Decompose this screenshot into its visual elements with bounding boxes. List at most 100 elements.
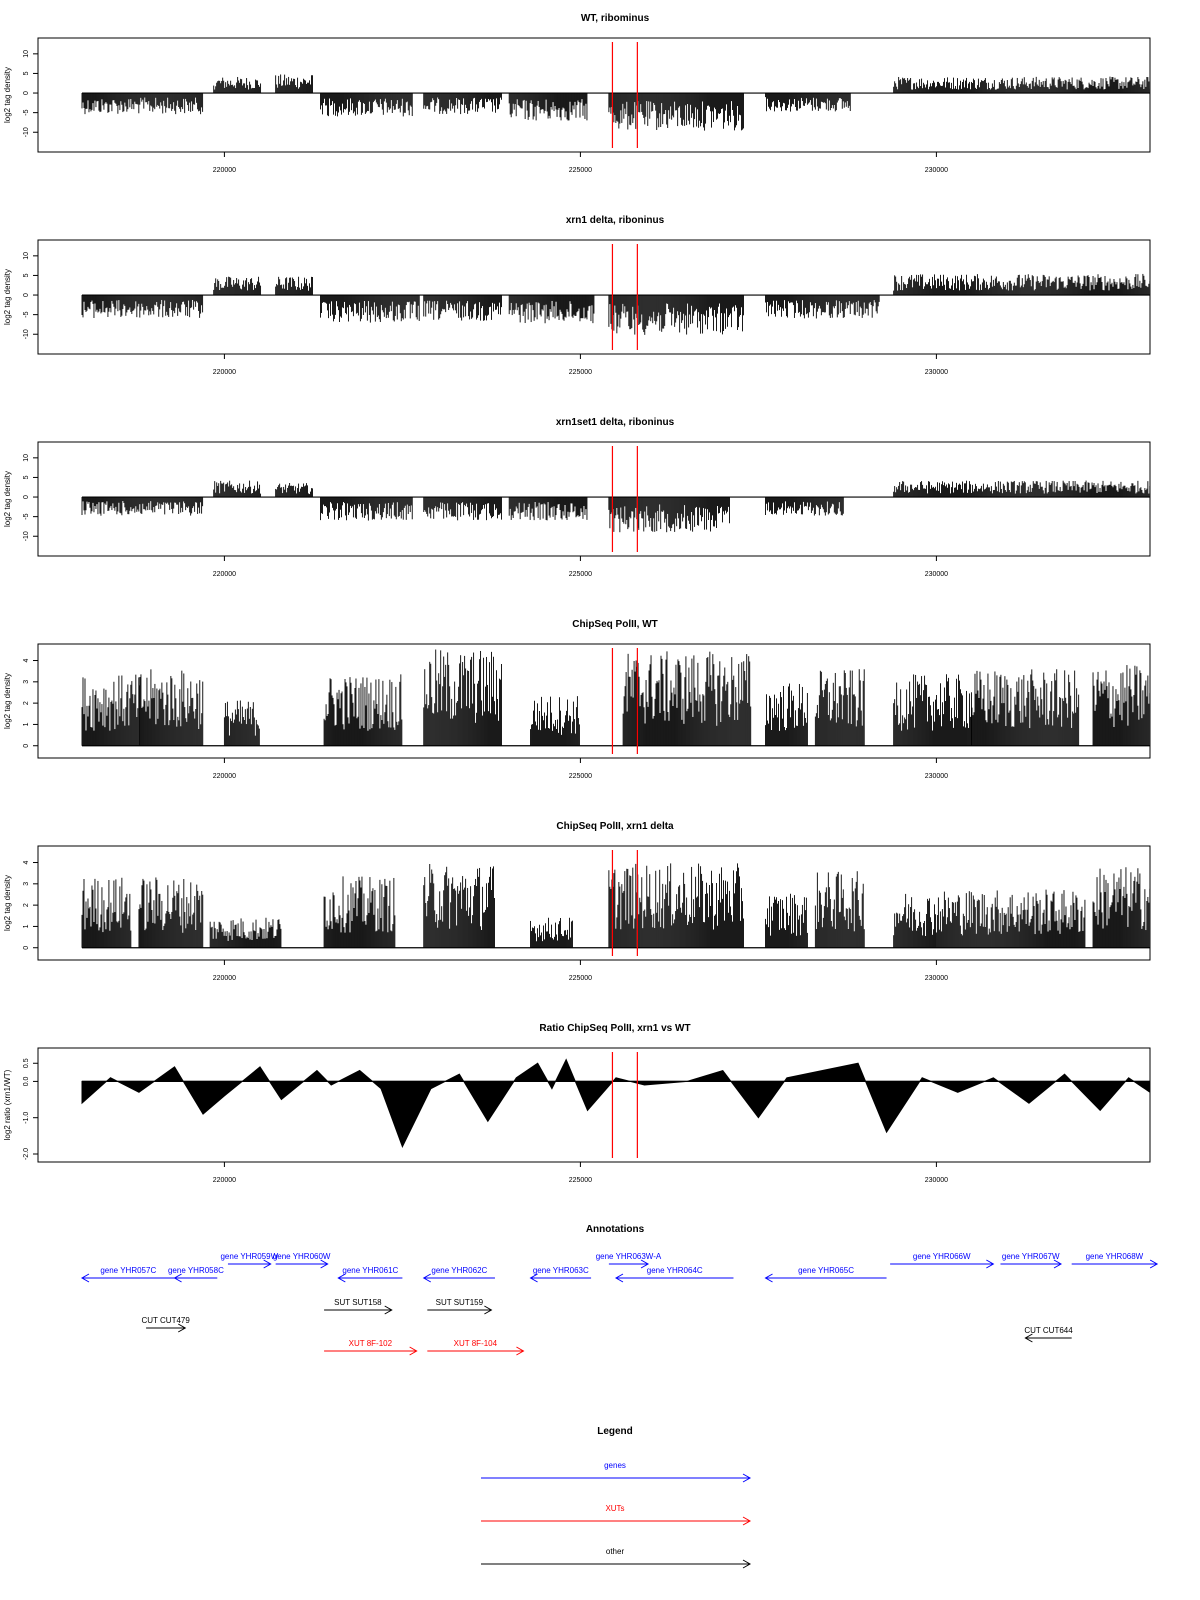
signal-segment	[530, 696, 580, 746]
y-tick-label: 5	[23, 71, 30, 75]
panel-3: xrn1set1 delta, riboninus -10 -5 0 5 10 log2 t…	[3, 417, 1151, 578]
feature-label: XUT 8F-104	[454, 1339, 498, 1348]
y-tick-label: 3	[23, 882, 30, 886]
annotations-title: Annotations	[586, 1224, 645, 1235]
signal-segment	[323, 876, 396, 948]
legend-label: other	[606, 1547, 625, 1556]
series-bars	[81, 74, 1151, 131]
plot-frame	[37, 441, 1151, 557]
y-tick-label: 5	[23, 273, 30, 277]
feature: gene YHR057C	[80, 1266, 175, 1283]
x-tick-label: 225000	[569, 369, 592, 376]
x-tick-label: 230000	[925, 773, 948, 780]
feature-label: gene YHR064C	[647, 1266, 703, 1275]
signal-segment	[622, 651, 752, 746]
feature-label: CUT CUT644	[1024, 1326, 1073, 1335]
signal-segment	[423, 649, 502, 746]
signal-segment	[423, 864, 495, 948]
y-tick-label: -2.0	[23, 1148, 30, 1160]
feature-label: gene YHR065C	[798, 1266, 854, 1275]
feature-label: gene YHR063C	[533, 1266, 589, 1275]
annotations-track: Annotations gene YHR057C gene YHR058C gene …	[80, 1224, 1159, 1356]
arrowhead-icon	[1149, 1259, 1159, 1269]
series-bars	[81, 649, 1151, 747]
feature: XUT 8F-102	[324, 1339, 418, 1356]
feature-label: gene YHR066W	[913, 1252, 971, 1261]
feature-label: gene YHR063W-A	[596, 1252, 662, 1261]
signal-segment	[971, 669, 1080, 746]
signal-segment	[530, 917, 573, 948]
arrowhead-icon	[640, 1259, 650, 1269]
x-tick-label: 225000	[569, 1177, 592, 1184]
x-tick-label: 225000	[569, 773, 592, 780]
arrowhead-icon	[1024, 1333, 1033, 1343]
y-tick-label: -10	[23, 531, 30, 541]
signal-segment	[138, 669, 204, 746]
plot-frame	[37, 1047, 1151, 1163]
x-tick-label: 230000	[925, 167, 948, 174]
signal-segment	[765, 497, 844, 516]
x-tick-label: 225000	[569, 975, 592, 982]
signal-segment	[423, 295, 502, 321]
ratio-area	[81, 1058, 1151, 1149]
series-bars	[81, 273, 1151, 335]
feature-label: SUT SUT159	[436, 1298, 484, 1307]
y-axis-label: log2 tag density	[3, 875, 12, 931]
y-tick-label: -1.0	[23, 1112, 30, 1124]
x-tick-label: 230000	[925, 975, 948, 982]
panel-title: Ratio ChipSeq PolII, xrn1 vs WT	[539, 1023, 690, 1034]
panel-2: xrn1 delta, riboninus -10 -5 0 5 10 log2 tag d…	[3, 215, 1151, 376]
signal-segment	[765, 893, 808, 948]
x-tick-label: 220000	[213, 773, 236, 780]
feature: gene YHR066W	[890, 1252, 995, 1269]
signal-segment	[275, 276, 313, 296]
arrowhead-icon	[173, 1273, 182, 1283]
panel-title: xrn1set1 delta, riboninus	[556, 417, 675, 428]
arrowhead-icon	[337, 1273, 346, 1283]
x-tick-label: 220000	[213, 1177, 236, 1184]
feature: gene YHR064C	[614, 1266, 734, 1283]
x-tick-label: 225000	[569, 571, 592, 578]
feature-label: gene YHR062C	[431, 1266, 487, 1275]
feature: gene YHR061C	[337, 1266, 403, 1283]
signal-segment	[81, 295, 204, 319]
y-tick-label: -5	[23, 109, 30, 115]
x-tick-label: 230000	[925, 369, 948, 376]
y-axis-label: log2 tag density	[3, 673, 12, 729]
y-tick-label: -5	[23, 311, 30, 317]
y-tick-label: -10	[23, 329, 30, 339]
signal-segment	[81, 93, 204, 115]
signal-segment	[893, 273, 1151, 296]
legend-item: genes	[481, 1461, 752, 1483]
signal-segment	[893, 480, 1151, 498]
signal-segment	[814, 669, 865, 746]
panel-title: ChipSeq PolII, xrn1 delta	[556, 821, 674, 832]
signal-segment	[765, 93, 851, 112]
arrowhead-icon	[516, 1346, 525, 1356]
y-tick-label: 0.5	[23, 1058, 30, 1068]
feature: gene YHR067W	[1000, 1252, 1063, 1269]
feature-label: gene YHR059W	[220, 1252, 278, 1261]
y-tick-label: 0	[23, 293, 30, 297]
y-tick-label: 10	[23, 50, 30, 58]
x-tick-label: 230000	[925, 571, 948, 578]
y-tick-label: 4	[23, 658, 30, 662]
feature: CUT CUT644	[1024, 1326, 1073, 1343]
x-tick-label: 220000	[213, 571, 236, 578]
signal-segment	[1092, 665, 1151, 746]
signal-segment	[423, 497, 502, 521]
y-tick-label: 10	[23, 454, 30, 462]
signal-segment	[814, 871, 865, 948]
signal-segment	[81, 674, 140, 746]
signal-segment	[893, 893, 936, 948]
arrowhead-icon	[422, 1273, 432, 1283]
signal-segment	[608, 93, 744, 131]
feature-label: CUT CUT479	[142, 1316, 191, 1325]
legend-title: Legend	[597, 1426, 633, 1437]
y-tick-label: 3	[23, 680, 30, 684]
feature-label: gene YHR067W	[1002, 1252, 1060, 1261]
panel-title: ChipSeq PolII, WT	[572, 619, 658, 630]
signal-segment	[423, 93, 502, 115]
arrowhead-icon	[742, 1473, 752, 1483]
